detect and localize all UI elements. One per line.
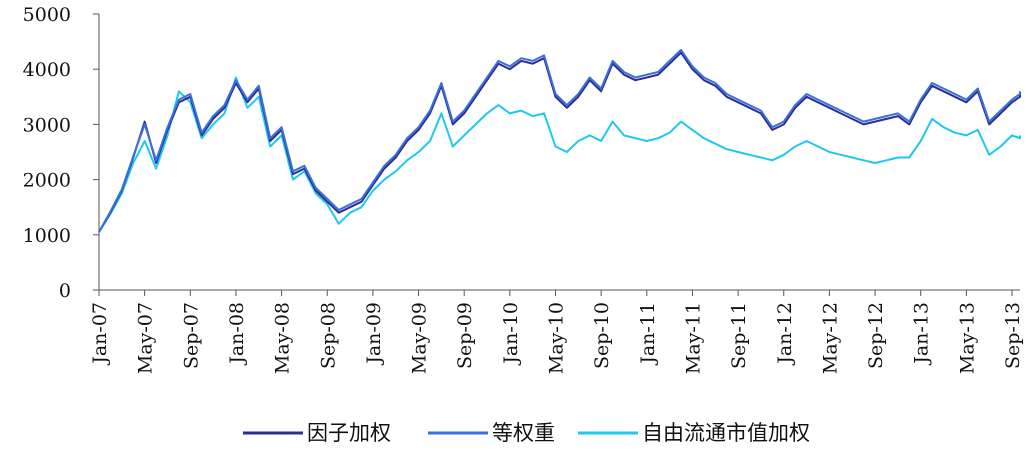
y-tick-label: 3000 bbox=[23, 114, 71, 136]
axes: 0 1000 2000 3000 4000 5000 Jan-07 May-07 Sep-07 J… bbox=[23, 4, 1024, 374]
legend-label-1: 等权重 bbox=[492, 421, 555, 445]
x-tick-label: May-08 bbox=[272, 302, 294, 374]
x-tick-label: Jan-11 bbox=[637, 302, 659, 366]
x-tick-label: Jan-09 bbox=[363, 302, 385, 366]
x-tick-label: Sep-10 bbox=[591, 302, 613, 369]
legend-label-2: 自由流通市值加权 bbox=[642, 421, 810, 445]
legend-label-0: 因子加权 bbox=[307, 421, 391, 445]
y-tick-label: 2000 bbox=[23, 170, 71, 192]
x-tick-label: May-10 bbox=[546, 302, 568, 374]
x-tick-label: Jan-07 bbox=[89, 302, 111, 366]
x-tick-label: Sep-12 bbox=[865, 302, 887, 369]
x-tick-label: Jan-12 bbox=[774, 302, 796, 366]
x-tick-label: Sep-07 bbox=[180, 302, 202, 369]
y-tick-label: 5000 bbox=[23, 4, 71, 26]
x-tick-label: Jan-10 bbox=[500, 302, 522, 366]
series-lines bbox=[98, 48, 1021, 233]
x-tick-label: May-13 bbox=[956, 302, 978, 374]
x-tick-label: May-12 bbox=[819, 302, 841, 374]
series-line-1 bbox=[98, 48, 1021, 233]
x-tick-label: Jan-13 bbox=[911, 302, 933, 366]
y-tick-label: 4000 bbox=[23, 59, 71, 81]
x-tick-label: Sep-08 bbox=[317, 302, 339, 369]
x-tick-label: Sep-09 bbox=[454, 302, 476, 369]
x-tick-label: May-11 bbox=[682, 302, 704, 374]
legend: 因子加权 等权重 自由流通市值加权 bbox=[243, 421, 810, 445]
series-line-0 bbox=[98, 51, 1021, 233]
x-tick-label: Sep-13 bbox=[1002, 302, 1024, 369]
x-tick-label: May-09 bbox=[409, 302, 431, 374]
x-tick-label: May-07 bbox=[135, 302, 157, 374]
x-tick-label: Sep-11 bbox=[728, 302, 750, 369]
x-tick-label: Jan-08 bbox=[226, 302, 248, 366]
y-tick-label: 1000 bbox=[23, 225, 71, 247]
y-tick-label: 0 bbox=[59, 280, 71, 302]
series-line-2 bbox=[98, 76, 1021, 233]
